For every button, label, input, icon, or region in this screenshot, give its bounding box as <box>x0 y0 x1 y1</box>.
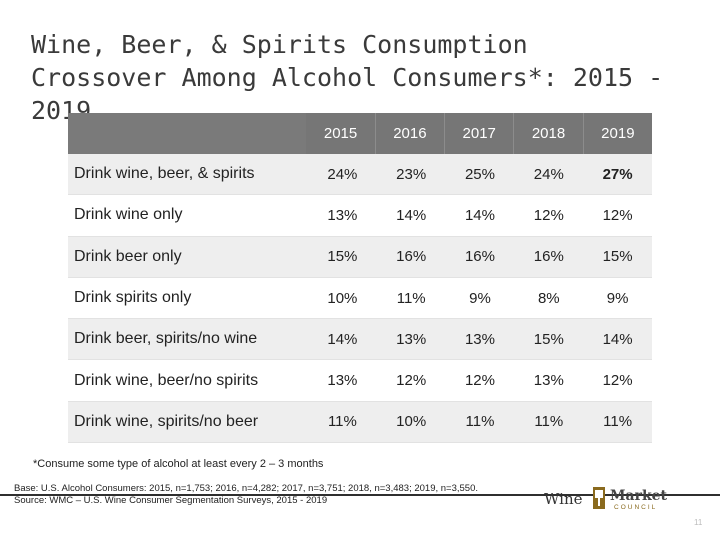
table-header-row: 2015 2016 2017 2018 2019 <box>68 113 652 154</box>
column-header-2019: 2019 <box>582 113 652 154</box>
table-cell-2015: 24% <box>327 165 358 183</box>
table-cell-2018: 11% <box>534 413 564 431</box>
table-cell-2019: 27% <box>602 165 633 183</box>
table-row: Drink wine, beer/no spirits 13% 12% 12% 13% 1… <box>68 360 652 402</box>
row-label: Drink beer only <box>74 247 182 265</box>
table-cell-2016: 13% <box>396 330 427 348</box>
table-cell-2018: 12% <box>533 206 564 224</box>
footer-divider <box>0 494 720 496</box>
table-cell-2018: 16% <box>533 248 564 266</box>
table-cell-2018: 8% <box>537 289 560 307</box>
footnote: *Consume some type of alcohol at least e… <box>33 458 324 470</box>
table-cell-2015: 11% <box>327 413 357 431</box>
table-cell-2019: 12% <box>602 206 633 224</box>
table-cell-2016: 14% <box>396 206 427 224</box>
table-cell-2018: 24% <box>533 165 564 183</box>
page-title: Wine, Beer, & Spirits Consumption Crosso… <box>31 30 664 125</box>
row-label: Drink wine, spirits/no beer <box>74 412 259 430</box>
wine-market-council-logo: Wine Market COUNCIL <box>544 487 694 515</box>
table-cell-2017: 13% <box>464 330 495 348</box>
column-header-2018: 2018 <box>513 113 582 154</box>
table-cell-2015: 15% <box>327 248 358 266</box>
table-cell-2015: 13% <box>327 206 358 224</box>
table-row: Drink wine, spirits/no beer 11% 10% 11% 11% 1… <box>68 401 652 444</box>
wine-glass-icon <box>593 487 605 509</box>
row-label: Drink wine, beer/no spirits <box>74 371 259 389</box>
table-cell-2017: 12% <box>464 372 495 390</box>
table-cell-2019: 14% <box>602 330 633 348</box>
row-label: Drink wine only <box>74 206 183 224</box>
table-cell-2017: 25% <box>464 165 495 183</box>
table-cell-2017: 11% <box>465 413 495 431</box>
table-cell-2017: 14% <box>464 206 495 224</box>
table-cell-2018: 13% <box>533 372 564 390</box>
column-header-2016: 2016 <box>374 113 444 154</box>
table-cell-2015: 14% <box>327 330 358 348</box>
row-label: Drink wine, beer, & spirits <box>74 165 255 183</box>
consumption-table: 2015 2016 2017 2018 2019 Drink wine, bee… <box>68 113 652 444</box>
column-header-2015: 2015 <box>323 125 358 142</box>
table-cell-2017: 16% <box>464 248 495 266</box>
page-number: 11 <box>694 518 703 527</box>
table-cell-2019: 12% <box>602 372 633 390</box>
logo-market-text: Market <box>610 488 668 504</box>
logo-wine-text: Wine <box>544 490 583 508</box>
base-line: Base: U.S. Alcohol Consumers: 2015, n=1,… <box>14 483 479 494</box>
logo-council-text: COUNCIL <box>614 504 658 511</box>
table-cell-2016: 10% <box>396 413 427 431</box>
table-cell-2016: 12% <box>396 372 427 390</box>
base-source-note: Base: U.S. Alcohol Consumers: 2015, n=1,… <box>14 483 478 507</box>
row-label: Drink beer, spirits/no wine <box>74 330 258 348</box>
row-label: Drink spirits only <box>74 289 192 307</box>
table-cell-2018: 15% <box>533 330 564 348</box>
table-cell-2017: 9% <box>469 289 491 307</box>
table-cell-2019: 9% <box>606 289 629 307</box>
source-line: Source: WMC – U.S. Wine Consumer Segment… <box>14 495 328 506</box>
table-cell-2016: 23% <box>396 165 427 183</box>
table-cell-2016: 16% <box>396 248 427 266</box>
table-header-corner <box>68 113 307 154</box>
table-row: Drink spirits only 10% 11% 9% 8% 9% <box>68 277 652 320</box>
table-cell-2019: 15% <box>602 248 633 266</box>
table-cell-2015: 13% <box>327 372 358 390</box>
table-cell-2019: 11% <box>603 413 633 431</box>
table-row: Drink wine, beer, & spirits 24% 23% 25% 24% 2… <box>68 154 652 196</box>
table-cell-2016: 11% <box>396 289 426 307</box>
table-row: Drink beer only 15% 16% 16% 16% 15% <box>68 236 652 278</box>
table-row: Drink wine only 13% 14% 14% 12% 12% <box>68 195 652 237</box>
table-row: Drink beer, spirits/no wine 14% 13% 13% 15% 1… <box>68 319 652 361</box>
table-cell-2015: 10% <box>327 289 358 307</box>
column-header-2017: 2017 <box>444 113 513 154</box>
